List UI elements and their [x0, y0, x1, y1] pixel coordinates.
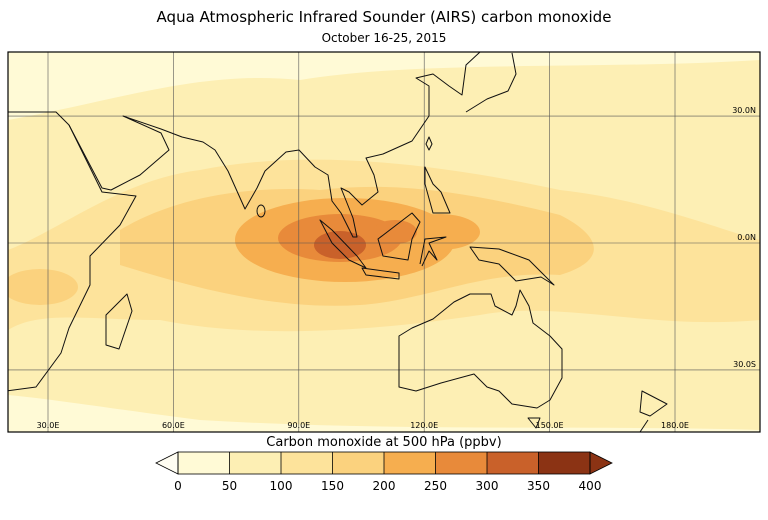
- map: 30.0N 0.0N 30.0S 30.0E 60.0E 90.0E 120.0E 150.…: [8, 52, 760, 432]
- coastline: [419, 236, 447, 267]
- colorbar-tick-label: 350: [527, 479, 550, 493]
- colorbar-tick-label: 0: [174, 479, 182, 493]
- longitude-label: 30.0E: [37, 421, 60, 430]
- latitude-labels: 30.0N 0.0N 30.0S: [732, 106, 756, 369]
- co-field: [8, 269, 78, 305]
- coastline: [377, 212, 421, 261]
- latitude-label: 30.0N: [732, 106, 756, 115]
- longitude-labels: 30.0E 60.0E 90.0E 120.0E 150.0E 180.0E: [37, 421, 689, 430]
- co-field: [373, 220, 417, 244]
- colorbar-tick-label: 400: [579, 479, 602, 493]
- coastline: [256, 204, 266, 218]
- colorbar-tick-label: 250: [424, 479, 447, 493]
- coastline: [8, 111, 137, 392]
- colorbar-segment: [435, 452, 487, 474]
- longitude-label: 60.0E: [162, 421, 185, 430]
- colorbar-tick-label: 50: [222, 479, 237, 493]
- colorbar-label: Carbon monoxide at 500 hPa (ppbv): [266, 435, 501, 450]
- coastline: [68, 52, 481, 238]
- colorbar-segment: [384, 452, 436, 474]
- coastline: [638, 390, 668, 432]
- colorbar-segment: [538, 452, 590, 474]
- colorbar-segment: [487, 452, 539, 474]
- colorbar-segment: [281, 452, 333, 474]
- coastline: [319, 219, 367, 269]
- coastline: [105, 293, 133, 350]
- coastline: [465, 52, 517, 113]
- longitude-label: 150.0E: [536, 421, 564, 430]
- co-field: [314, 231, 366, 259]
- subtitle: October 16-25, 2015: [322, 31, 447, 45]
- colorbar-under-arrow: [155, 451, 179, 475]
- colorbar-segment: [178, 452, 230, 474]
- longitude-label: 120.0E: [410, 421, 438, 430]
- colorbar-over-arrow: [589, 451, 613, 475]
- colorbar-tick-label: 200: [373, 479, 396, 493]
- colorbar-segment: [332, 452, 384, 474]
- coastline: [424, 166, 451, 214]
- coastlines: [8, 52, 668, 432]
- latitude-label: 30.0S: [733, 360, 756, 369]
- coastline: [398, 289, 563, 409]
- longitude-label: 180.0E: [661, 421, 689, 430]
- colorbar-tick-label: 300: [476, 479, 499, 493]
- coastline: [425, 136, 433, 151]
- colorbar-tick-label: 150: [321, 479, 344, 493]
- coastline: [469, 246, 555, 286]
- colorbar-tick-label: 100: [270, 479, 293, 493]
- coastline: [527, 417, 541, 429]
- map-border: [7, 51, 761, 433]
- colorbar: 0 50 100 150 200 250 300 350 400: [155, 451, 613, 493]
- longitude-label: 90.0E: [287, 421, 310, 430]
- coastline: [361, 267, 400, 280]
- colorbar-segment: [229, 452, 281, 474]
- latitude-label: 0.0N: [737, 233, 756, 242]
- title: Aqua Atmospheric Infrared Sounder (AIRS)…: [157, 8, 612, 26]
